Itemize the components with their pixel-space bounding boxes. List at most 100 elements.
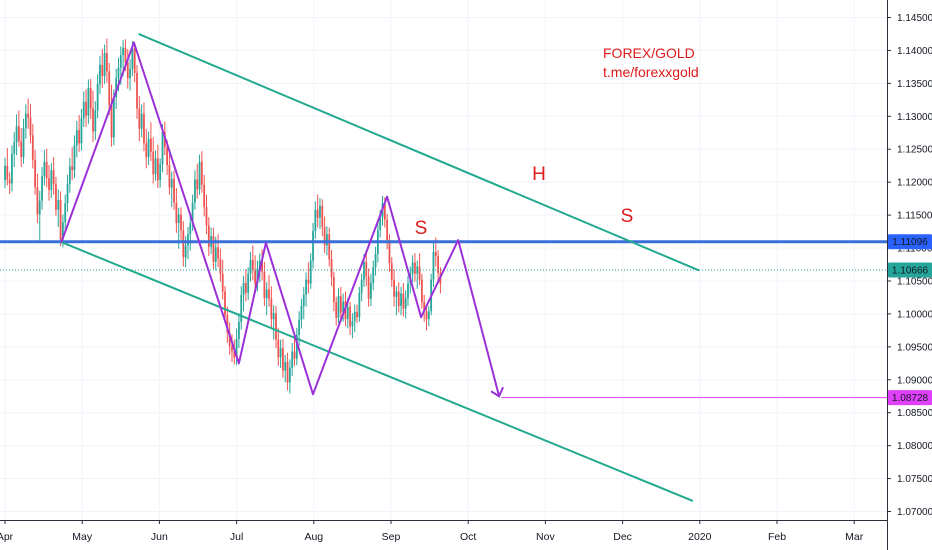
candle — [212, 227, 215, 270]
candle — [427, 305, 430, 327]
price-label-resistance-text: 1.11096 — [892, 237, 928, 248]
time-tick-label: Apr — [0, 531, 14, 543]
candle — [75, 120, 78, 158]
price-label-resistance: 1.11096 — [888, 234, 932, 250]
candle-body — [363, 261, 365, 280]
candle — [221, 259, 224, 300]
candle — [152, 137, 155, 184]
candle — [194, 170, 196, 210]
candle-body — [358, 292, 361, 318]
time-tick-label: 2020 — [688, 531, 712, 543]
candle — [198, 154, 201, 195]
candle — [407, 275, 409, 306]
candle — [254, 255, 257, 293]
candle-body — [173, 178, 175, 203]
candle — [170, 171, 173, 208]
candle — [136, 64, 138, 119]
candle — [106, 38, 108, 83]
time-axis[interactable]: Apr May Jun Jul Aug Sep Oct Nov Dec 2020 Feb Mar — [0, 520, 887, 543]
candle — [414, 253, 416, 282]
candle-body — [117, 67, 120, 79]
candle — [41, 167, 43, 210]
watermark-link: t.me/forexxgold — [603, 64, 699, 80]
candle-body — [414, 262, 416, 274]
candle-body — [291, 351, 294, 368]
candle-body — [231, 346, 233, 352]
candle-body — [198, 161, 201, 190]
candle-body — [353, 311, 356, 322]
candle-body — [258, 260, 261, 269]
candle-body — [379, 217, 382, 231]
candle — [247, 267, 250, 301]
candle — [52, 157, 55, 195]
candle — [45, 148, 48, 188]
candle — [173, 170, 175, 210]
candle — [353, 304, 356, 333]
candle-body — [293, 351, 296, 359]
target-arrow-head — [490, 386, 504, 398]
candle — [20, 128, 23, 168]
candle-body — [106, 53, 108, 72]
candle-body — [156, 158, 159, 181]
time-tick-label: Mar — [845, 531, 864, 543]
candle-body — [226, 315, 229, 333]
candle — [314, 201, 317, 239]
channel-lower-line — [60, 241, 694, 502]
price-label-target-text: 1.08728 — [892, 393, 929, 404]
candle-body — [254, 270, 257, 284]
candle-body — [43, 161, 46, 177]
price-tick-label: 1.07000 — [897, 507, 932, 518]
candle — [50, 163, 53, 198]
candle-body — [180, 214, 182, 231]
candle-body — [75, 130, 78, 146]
candle — [224, 286, 226, 324]
candle — [349, 302, 351, 335]
candle — [270, 286, 273, 328]
candle-body — [314, 209, 317, 231]
candle — [147, 131, 150, 166]
candle-body — [265, 289, 268, 299]
candle-body — [52, 170, 55, 185]
candle-body — [288, 367, 291, 383]
candle-body — [194, 179, 196, 203]
candle — [251, 245, 254, 281]
candle-body — [240, 294, 243, 322]
candle-body — [138, 108, 141, 129]
candle-body — [196, 179, 199, 190]
candle-body — [133, 48, 136, 73]
candle — [390, 257, 393, 287]
price-tick-label: 1.13000 — [897, 112, 932, 123]
candle — [34, 149, 37, 195]
candle-body — [402, 293, 405, 309]
candle — [263, 261, 266, 306]
candle-body — [404, 298, 407, 309]
price-label-current-text: 1.10666 — [892, 266, 929, 277]
candle — [143, 102, 145, 152]
candle — [291, 342, 294, 376]
candle — [351, 313, 354, 339]
candle — [425, 306, 428, 331]
candle — [400, 286, 402, 316]
price-tick-label: 1.12500 — [897, 145, 932, 156]
time-tick-label: Aug — [304, 531, 323, 543]
candle — [36, 173, 39, 224]
candle — [302, 286, 305, 320]
candle-body — [328, 234, 331, 260]
candle-body — [302, 294, 305, 306]
candle-body — [286, 361, 289, 383]
candle — [108, 62, 111, 115]
price-label-current: 1.10666 — [888, 262, 932, 278]
candle — [150, 122, 152, 162]
candle-body — [48, 178, 50, 191]
candle-body — [27, 113, 30, 118]
candle — [277, 327, 280, 366]
candle-body — [279, 348, 282, 358]
candle — [15, 114, 18, 156]
candle — [265, 282, 268, 316]
candle — [71, 147, 74, 181]
candle-body — [228, 332, 231, 347]
candle — [217, 234, 219, 268]
candle — [316, 194, 319, 228]
candle-body — [372, 267, 375, 283]
